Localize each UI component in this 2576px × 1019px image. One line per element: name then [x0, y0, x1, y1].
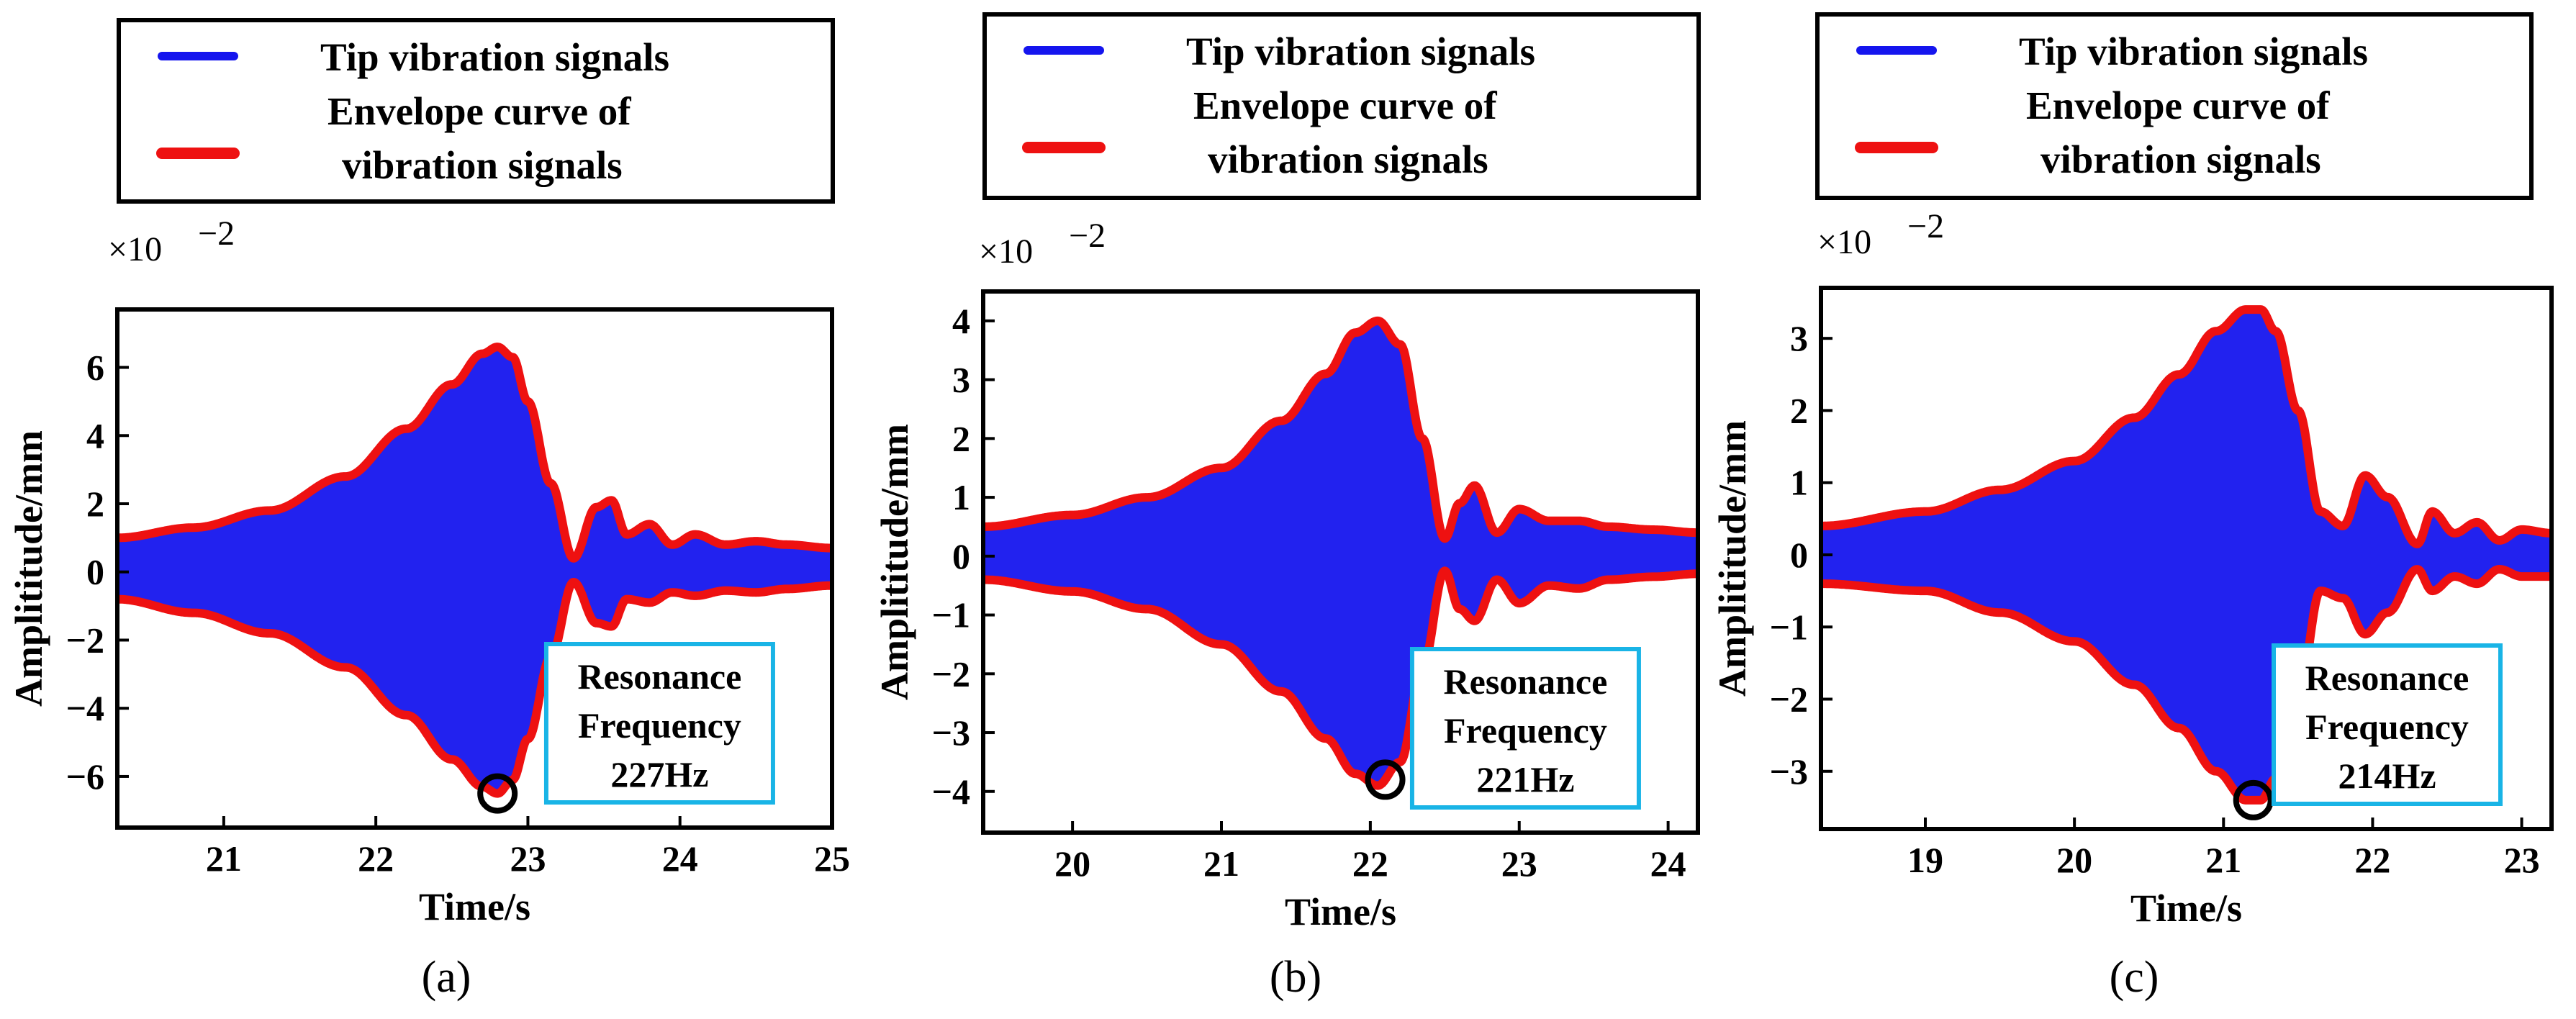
- panel-label: (b): [1270, 953, 1321, 1002]
- x-tick-label: 23: [1501, 843, 1537, 884]
- panel-1: Tip vibration signals Envelope curve of vi…: [873, 12, 1701, 1002]
- legend-envelope-label-line1: Envelope curve of: [2026, 83, 2330, 127]
- legend-signal-label: Tip vibration signals: [2019, 30, 2368, 73]
- y-tick-label: −2: [66, 620, 105, 660]
- y-tick-label: 6: [86, 348, 104, 388]
- legend-box: [1815, 12, 2534, 200]
- y-tick-label: 2: [952, 418, 970, 458]
- y-multiplier: ×10: [979, 232, 1033, 271]
- x-tick-label: 21: [2205, 840, 2241, 880]
- x-axis-label: Time/s: [419, 885, 530, 928]
- envelope-upper: [117, 343, 832, 563]
- y-exponent: −2: [1069, 217, 1106, 255]
- x-tick-label: 23: [510, 838, 546, 879]
- x-tick-label: 20: [2056, 840, 2092, 880]
- x-tick-label: 21: [1203, 843, 1239, 884]
- y-tick-label: 4: [952, 301, 970, 341]
- resonance-annotation-box: [1409, 647, 1641, 810]
- resonance-annotation-line: Resonance: [1444, 661, 1608, 702]
- y-tick-label: −1: [1770, 607, 1809, 647]
- resonance-annotation-line: Frequency: [1444, 710, 1607, 751]
- panel-2: Tip vibration signals Envelope curve of vi…: [1711, 12, 2554, 1002]
- legend-signal-label: Tip vibration signals: [320, 35, 669, 79]
- y-tick-label: 0: [952, 536, 970, 576]
- panel-0: Tip vibration signals Envelope curve of vi…: [7, 18, 850, 1002]
- plot-area: [1821, 305, 2552, 805]
- y-exponent: −2: [1907, 207, 1944, 245]
- y-tick-label: 1: [952, 477, 970, 517]
- y-multiplier: ×10: [1817, 223, 1871, 261]
- resonance-annotation-line: 227Hz: [610, 754, 708, 794]
- x-tick-label: 22: [1352, 843, 1388, 884]
- resonance-marker: [1365, 759, 1406, 800]
- x-tick-label: 23: [2504, 840, 2540, 880]
- y-tick-label: 2: [86, 484, 104, 524]
- resonance-annotation-line: Frequency: [2305, 707, 2469, 747]
- x-tick-label: 22: [2354, 840, 2390, 880]
- y-axis-label: Amplititude/mm: [873, 424, 916, 700]
- plot-area: [117, 343, 832, 798]
- legend-envelope-label-line2: vibration signals: [2041, 137, 2321, 181]
- y-tick-label: −4: [66, 688, 105, 728]
- y-axis-label: Amplititude/mm: [1711, 420, 1754, 697]
- y-tick-label: 0: [1790, 535, 1808, 575]
- x-tick-label: 24: [662, 838, 698, 879]
- legend-signal-label: Tip vibration signals: [1186, 30, 1535, 73]
- y-tick-label: 4: [86, 415, 104, 456]
- plot-frame: [981, 289, 1700, 835]
- x-axis-label: Time/s: [2130, 887, 2242, 930]
- y-tick-label: 0: [86, 552, 104, 592]
- y-exponent: −2: [198, 214, 235, 253]
- envelope-lower: [1821, 565, 2552, 805]
- y-axis-label: Amplititude/mm: [7, 430, 50, 707]
- y-tick-label: −3: [932, 712, 971, 753]
- envelope-lower: [117, 578, 832, 798]
- resonance-annotation-line: Resonance: [2305, 658, 2469, 698]
- y-multiplier: ×10: [108, 230, 162, 268]
- y-tick-label: 3: [952, 360, 970, 400]
- x-axis-label: Time/s: [1285, 890, 1396, 933]
- resonance-annotation-box: [543, 642, 775, 805]
- resonance-annotation-line: 221Hz: [1476, 759, 1574, 800]
- y-tick-label: −3: [1770, 751, 1809, 792]
- panel-label: (c): [2110, 953, 2159, 1002]
- y-tick-label: 2: [1790, 390, 1808, 430]
- panel-label: (a): [422, 953, 471, 1002]
- y-tick-label: −6: [66, 756, 105, 797]
- plot-area: [983, 316, 1698, 790]
- legend-envelope-label-line1: Envelope curve of: [1193, 83, 1497, 127]
- envelope-upper: [983, 316, 1698, 543]
- y-tick-label: −1: [932, 595, 971, 635]
- x-tick-label: 21: [206, 838, 242, 879]
- resonance-marker: [477, 773, 518, 814]
- x-tick-label: 25: [814, 838, 850, 879]
- legend-box: [117, 18, 835, 204]
- x-tick-label: 20: [1054, 843, 1090, 884]
- resonance-annotation-line: Frequency: [578, 705, 741, 746]
- y-tick-label: −4: [932, 771, 971, 812]
- y-tick-label: 1: [1790, 463, 1808, 503]
- envelope-upper: [1821, 305, 2552, 548]
- legend-envelope-label-line2: vibration signals: [1208, 137, 1488, 181]
- legend-envelope-label-line2: vibration signals: [342, 143, 623, 187]
- y-tick-label: −2: [1770, 679, 1809, 720]
- x-tick-label: 22: [358, 838, 394, 879]
- resonance-annotation-line: Resonance: [578, 656, 742, 697]
- y-tick-label: 3: [1790, 318, 1808, 358]
- resonance-annotation-line: 214Hz: [2338, 756, 2436, 796]
- legend-envelope-label-line1: Envelope curve of: [327, 89, 631, 133]
- resonance-annotation-box: [2272, 643, 2503, 806]
- y-tick-label: −2: [932, 653, 971, 694]
- plot-frame: [1819, 286, 2554, 831]
- plot-frame: [115, 307, 834, 830]
- x-tick-label: 24: [1650, 843, 1686, 884]
- x-tick-label: 19: [1907, 840, 1943, 880]
- legend-box: [982, 12, 1701, 200]
- envelope-lower: [983, 566, 1698, 790]
- resonance-marker: [2233, 779, 2274, 820]
